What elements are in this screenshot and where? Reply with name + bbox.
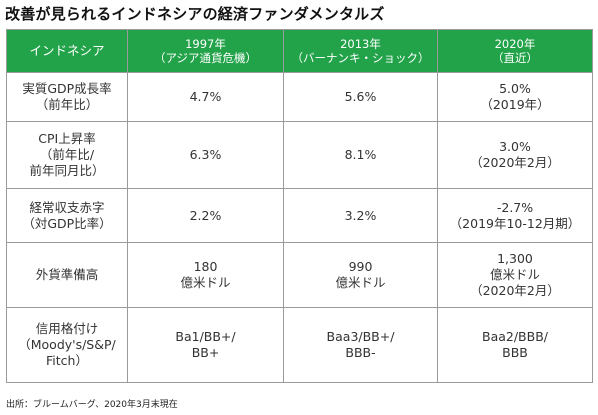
table-row-cpi: CPI上昇率 （前年比/ 前年同月比） 6.3% 8.1% 3.0% （2020…: [6, 121, 593, 189]
header-col-2020: 2020年 （直近）: [437, 29, 593, 73]
row-label: 信用格付け （Moody's/S&P/ Fitch）: [6, 307, 128, 383]
table-cell: 4.7%: [127, 72, 284, 122]
row-label: 実質GDP成長率 （前年比）: [6, 72, 128, 122]
row-label: 外貨準備高: [6, 242, 128, 308]
header-col-1997: 1997年 （アジア通貨危機）: [127, 29, 284, 73]
table-cell: Baa2/BBB/ BBB: [437, 307, 593, 383]
page-title: 改善が見られるインドネシアの経済ファンダメンタルズ: [5, 5, 385, 23]
row-label: 経常収支赤字 （対GDP比率）: [6, 188, 128, 243]
header-col-2013: 2013年 （バーナンキ・ショック）: [283, 29, 438, 73]
table-row-current-account: 経常収支赤字 （対GDP比率） 2.2% 3.2% -2.7% （2019年10…: [6, 188, 593, 243]
fundamentals-table: インドネシア 1997年 （アジア通貨危機） 2013年 （バーナンキ・ショック…: [6, 29, 593, 383]
table-cell: 8.1%: [283, 121, 438, 189]
header-country: インドネシア: [6, 29, 128, 73]
table-cell: 2.2%: [127, 188, 284, 243]
header-note: （バーナンキ・ショック）: [291, 51, 430, 65]
table-cell: 5.6%: [283, 72, 438, 122]
table-cell: 180 億米ドル: [127, 242, 284, 308]
header-note: （直近）: [492, 51, 538, 65]
header-year: 2013年: [340, 37, 381, 51]
table-cell: 3.0% （2020年2月）: [437, 121, 593, 189]
header-year: 1997年: [185, 37, 226, 51]
table-row-gdp: 実質GDP成長率 （前年比） 4.7% 5.6% 5.0% （2019年）: [6, 72, 593, 122]
header-note: （アジア通貨危機）: [153, 51, 258, 65]
header-year: 2020年: [494, 37, 536, 51]
table-row-reserves: 外貨準備高 180 億米ドル 990 億米ドル 1,300 億米ドル （2020…: [6, 242, 593, 308]
row-label: CPI上昇率 （前年比/ 前年同月比）: [6, 121, 128, 189]
source-note: 出所：ブルームバーグ、2020年3月末現在: [6, 400, 178, 410]
table-cell: 6.3%: [127, 121, 284, 189]
table-cell: 990 億米ドル: [283, 242, 438, 308]
table-row-rating: 信用格付け （Moody's/S&P/ Fitch） Ba1/BB+/ BB+ …: [6, 307, 593, 383]
table-header-row: インドネシア 1997年 （アジア通貨危機） 2013年 （バーナンキ・ショック…: [6, 29, 593, 73]
table-cell: Ba1/BB+/ BB+: [127, 307, 284, 383]
table-cell: 3.2%: [283, 188, 438, 243]
table-cell: 5.0% （2019年）: [437, 72, 593, 122]
table-cell: Baa3/BB+/ BBB-: [283, 307, 438, 383]
table-cell: 1,300 億米ドル （2020年2月）: [437, 242, 593, 308]
table-cell: -2.7% （2019年10-12月期）: [437, 188, 593, 243]
